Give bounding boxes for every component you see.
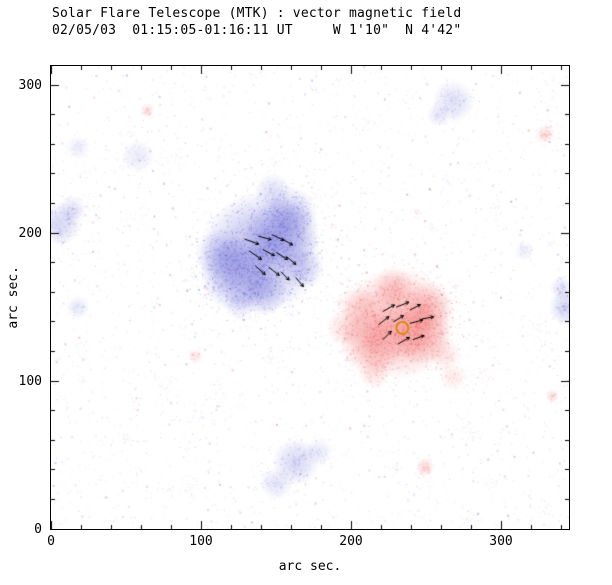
y-tick-label: 300 — [18, 78, 42, 93]
x-tick-label: 300 — [489, 534, 513, 549]
y-tick-label: 100 — [18, 374, 42, 389]
x-tick-label: 0 — [47, 534, 55, 549]
plot-area — [50, 65, 570, 530]
figure-title: Solar Flare Telescope (MTK) : vector mag… — [52, 6, 462, 21]
y-axis-label-wrap: arc sec. — [4, 65, 22, 530]
magnetogram-canvas — [51, 66, 569, 529]
figure-subtitle: 02/05/03 01:15:05-01:16:11 UT W 1'10" N … — [52, 23, 462, 38]
y-axis-label: arc sec. — [5, 266, 21, 329]
x-tick-label: 100 — [189, 534, 213, 549]
x-tick-label: 200 — [339, 534, 363, 549]
y-tick-label: 200 — [18, 226, 42, 241]
x-axis-label: arc sec. — [278, 559, 342, 574]
y-tick-label: 0 — [34, 522, 42, 537]
